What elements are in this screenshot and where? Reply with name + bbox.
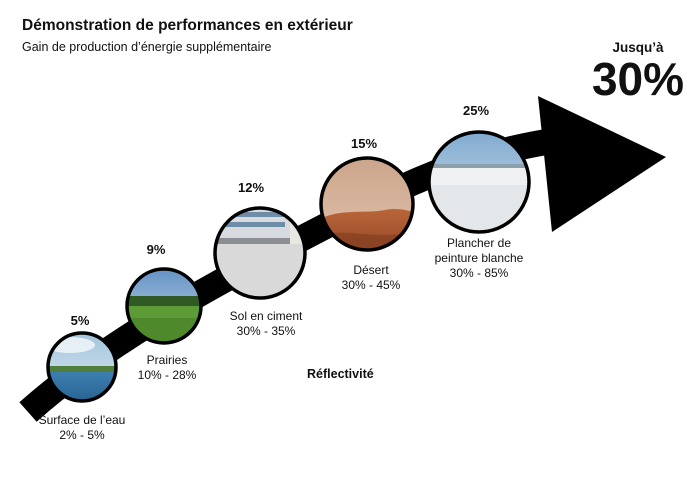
stage-range-water: 2% - 5% — [59, 428, 105, 442]
stage-name-desert: Désert — [353, 263, 389, 277]
stage-label-desert: Désert 30% - 45% — [301, 263, 441, 293]
max-gain-value: 30% — [591, 53, 685, 105]
stage-label-white-floor: Plancher de peinture blanche 30% - 85% — [409, 236, 549, 281]
gain-white-floor: 25% — [462, 103, 490, 118]
stage-label-concrete: Sol en ciment 30% - 35% — [196, 309, 336, 339]
progress-arrow-head — [538, 96, 666, 232]
stage-label-grassland: Prairies 10% - 28% — [97, 353, 237, 383]
stage-name-white-floor-1: Plancher de — [446, 236, 512, 250]
gain-grassland: 9% — [146, 242, 166, 257]
stage-circle-desert — [319, 156, 415, 252]
stage-name-water: Surface de l’eau — [38, 413, 126, 427]
gain-water: 5% — [70, 313, 90, 328]
stage-name-concrete: Sol en ciment — [229, 309, 303, 323]
stage-range-grassland: 10% - 28% — [137, 368, 197, 382]
stage-range-concrete: 30% - 35% — [236, 324, 296, 338]
stage-circle-grassland — [125, 267, 203, 345]
stage-name-white-floor-2: peinture blanche — [434, 251, 524, 265]
stage-name-grassland: Prairies — [146, 353, 188, 367]
stage-range-desert: 30% - 45% — [341, 278, 401, 292]
gain-desert: 15% — [350, 136, 378, 151]
page-subtitle: Gain de production d’énergie supplémenta… — [22, 40, 272, 54]
stage-circle-water — [46, 331, 118, 403]
stage-range-white-floor: 30% - 85% — [449, 266, 509, 280]
max-gain-label: Jusqu’à — [612, 40, 664, 55]
stage-label-water: Surface de l’eau 2% - 5% — [12, 413, 152, 443]
reflectivity-label: Réflectivité — [307, 367, 374, 381]
page-title: Démonstration de performances en extérie… — [22, 17, 353, 34]
gain-concrete: 12% — [237, 180, 265, 195]
